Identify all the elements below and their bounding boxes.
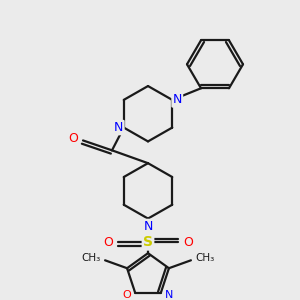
Text: N: N — [114, 121, 123, 134]
Text: CH₃: CH₃ — [82, 253, 101, 263]
Text: N: N — [172, 93, 182, 106]
Text: N: N — [165, 290, 173, 299]
Text: O: O — [103, 236, 113, 249]
Text: CH₃: CH₃ — [195, 253, 214, 263]
Text: O: O — [123, 290, 131, 299]
Text: O: O — [68, 132, 78, 145]
Text: O: O — [183, 236, 193, 249]
Text: N: N — [143, 220, 153, 233]
Text: S: S — [143, 235, 153, 249]
